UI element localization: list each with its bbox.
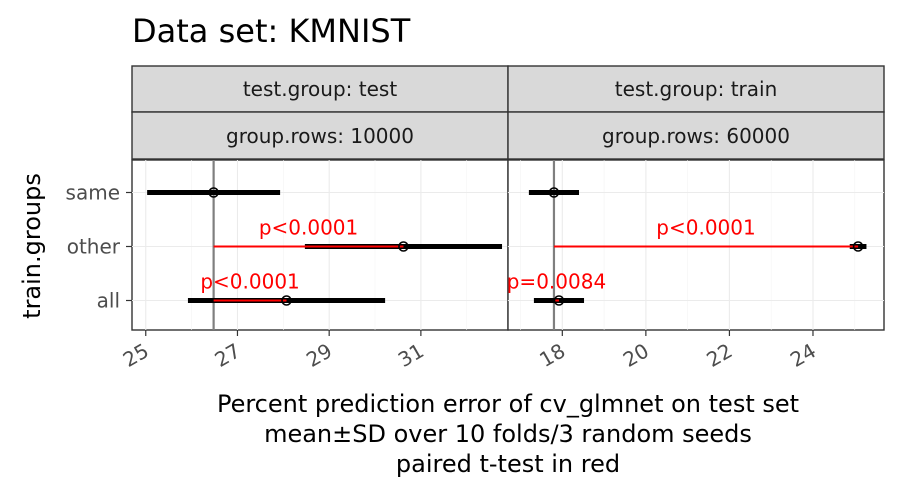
x-tick-label: 22 [702, 338, 736, 372]
x-axis-title-line-3: paired t-test in red [396, 450, 620, 478]
x-tick-label: 29 [302, 338, 336, 372]
strip-bottom-test [131, 111, 509, 160]
pvalue-label-all: p=0.0084 [507, 270, 606, 294]
chart-title: Data set: KMNIST [132, 12, 411, 50]
pvalue-label-other: p<0.0001 [656, 216, 755, 240]
strip-top-test [131, 65, 509, 113]
x-tick-label: 27 [210, 338, 244, 372]
x-axis-title-line-2: mean±SD over 10 folds/3 random seeds [264, 420, 752, 448]
y-axis: same other all [66, 181, 132, 313]
mean-point-all [553, 295, 565, 306]
mean-point-same [548, 187, 560, 198]
mean-point-all [281, 295, 292, 306]
x-tick-label: 18 [535, 338, 569, 372]
pvalue-label-other: p<0.0001 [259, 216, 358, 240]
x-tick-label: 25 [119, 338, 153, 372]
pvalue-label-all: p<0.0001 [200, 270, 299, 294]
strip-bottom-test-label: group.rows: 10000 [226, 124, 414, 148]
y-tick-label-other: other [67, 235, 121, 259]
x-tick-label: 31 [394, 338, 428, 372]
panel-test-x-axis: 25 27 29 31 [119, 330, 428, 372]
strip-top-test-label: test.group: test [243, 77, 398, 101]
mean-point-other [852, 241, 864, 252]
panel-train-x-axis: 18 20 22 24 [535, 330, 820, 372]
panel-train-plot: p<0.0001 p=0.0084 [507, 160, 884, 330]
strip-bottom-train [507, 111, 885, 160]
y-axis-title: train.groups [18, 173, 46, 319]
panel-train: test.group: train group.rows: 60000 p<0.… [507, 65, 885, 372]
panel-train-background [507, 159, 885, 331]
mean-point-same [208, 187, 219, 198]
strip-bottom-train-label: group.rows: 60000 [602, 124, 790, 148]
strip-top-train [507, 65, 885, 113]
x-tick-label: 20 [619, 338, 653, 372]
y-tick-label-all: all [97, 289, 120, 313]
x-tick-label: 24 [786, 338, 820, 372]
x-axis-title-line-1: Percent prediction error of cv_glmnet on… [217, 390, 799, 418]
mean-point-other [398, 241, 409, 252]
panel-test-plot: p<0.0001 p<0.0001 [132, 160, 508, 330]
strip-top-train-label: test.group: train [615, 77, 778, 101]
panel-test: test.group: test group.rows: 10000 p<0.0… [119, 65, 509, 372]
y-tick-label-same: same [66, 181, 120, 205]
